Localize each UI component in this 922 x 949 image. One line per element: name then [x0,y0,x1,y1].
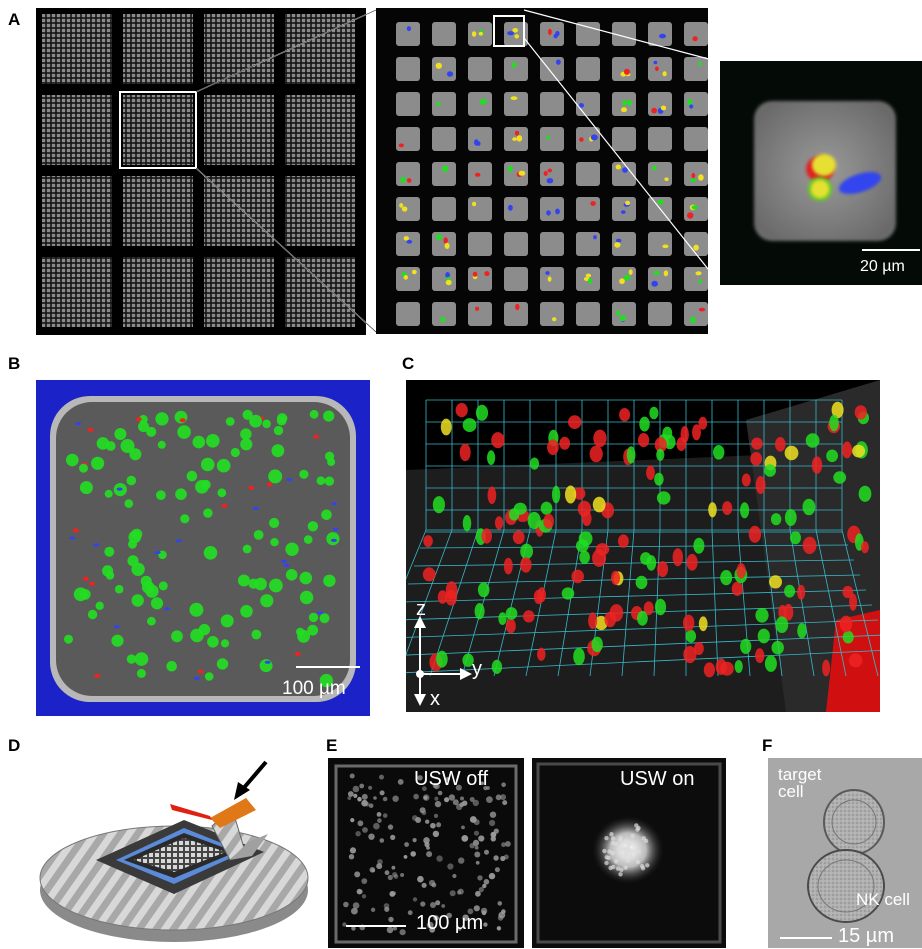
panel-a-zoom-lines [195,9,377,333]
panel-f-target-label-line1: target [778,765,822,784]
panel-f-scale-label: 15 µm [838,925,894,947]
panel-b-scale-label: 100 µm [282,678,346,699]
panel-c-axis-x: x [430,688,440,710]
panel-f-target-label-line2: cell [778,782,804,801]
panel-label-a: A [8,10,21,29]
panel-c-axis-z: z [416,598,426,620]
panel-c-axis-y: y [472,658,482,680]
panel-label-d: D [8,736,21,755]
panel-a-zoom-lines-right [523,9,721,285]
panel-f-target-label: target cell [778,766,821,800]
panel-label-e: E [326,736,338,755]
panel-f-micrograph [768,758,922,948]
panel-e-scale-label: 100 µm [416,912,484,934]
panel-a-scale-bar [862,249,920,251]
panel-a-scale-label: 20 µm [860,258,905,275]
panel-label-f: F [762,736,773,755]
panel-e-usw-off-image [328,758,524,948]
panel-e-usw-on-label: USW on [620,768,695,790]
panel-d-device-illustration [39,760,309,942]
panel-f-scale-bar [780,937,832,939]
panel-e-usw-off-label: USW off [414,768,489,790]
panel-e-scale-bar [346,925,406,927]
panel-b-scale-bar [296,666,360,668]
panel-e-usw-on-image [532,758,726,948]
panel-a-zoom-image [376,8,708,334]
panel-b-well-image [36,380,370,716]
panel-c-3d-image [406,380,880,712]
panel-label-c: C [402,354,415,373]
panel-f-nk-label: NK cell [856,890,910,909]
panel-a-single-well-image [720,61,922,285]
panel-label-b: B [8,354,21,373]
